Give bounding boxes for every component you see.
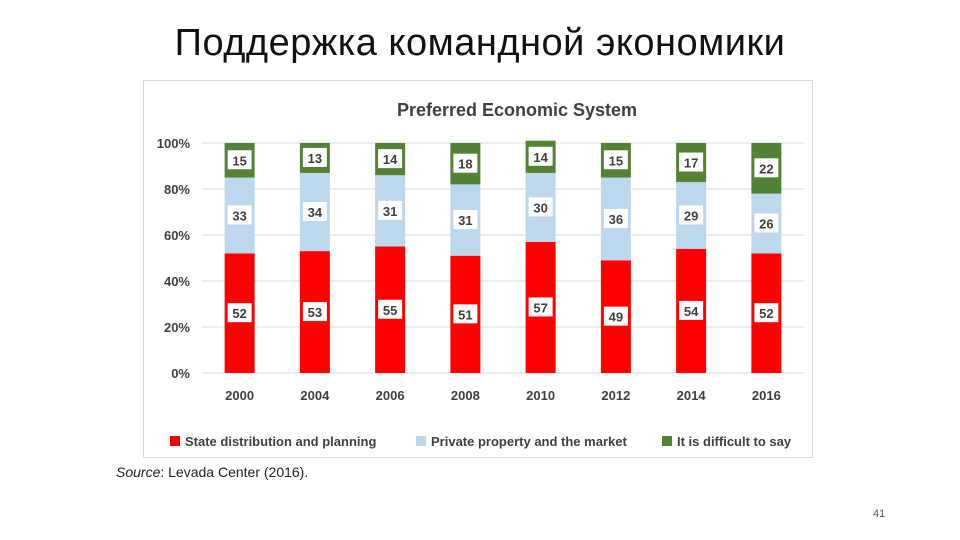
data-label-box [378, 299, 403, 319]
data-label-box [302, 202, 327, 221]
data-label-box [679, 300, 704, 320]
chart-title: Preferred Economic System [397, 100, 637, 120]
slide-title: Поддержка командной экономики [174, 22, 786, 64]
data-label: 15 [232, 153, 246, 168]
data-label: 14 [533, 150, 548, 165]
data-label-box [679, 152, 704, 172]
data-label-box [603, 150, 628, 170]
data-label: 49 [609, 310, 623, 325]
data-label-box [453, 304, 478, 324]
data-label-box [227, 205, 252, 225]
data-label-box [453, 153, 478, 173]
source-text: : Levada Center (2016). [160, 464, 309, 480]
data-label-box [302, 302, 327, 322]
data-label: 30 [533, 200, 547, 215]
x-tick-label: 2004 [300, 388, 330, 403]
data-label: 31 [383, 204, 397, 219]
y-tick-label: 60% [164, 228, 190, 243]
page-number: 41 [873, 508, 886, 520]
y-axis: 0% 20% 40% 60% 80% 100% [157, 136, 191, 381]
legend-label: Private property and the market [431, 434, 627, 449]
data-label-box [754, 303, 779, 323]
x-tick-label: 2014 [677, 388, 707, 403]
data-label: 14 [383, 152, 398, 167]
x-tick-label: 2006 [376, 388, 405, 403]
data-label: 54 [684, 304, 699, 319]
y-tick-label: 40% [164, 274, 190, 289]
data-label: 53 [308, 305, 322, 320]
data-label-box [679, 205, 704, 225]
legend: State distribution and planning Private p… [170, 434, 792, 449]
y-tick-label: 80% [164, 182, 190, 197]
data-label: 51 [458, 307, 472, 322]
data-label-box [227, 303, 252, 323]
x-tick-label: 2010 [526, 388, 555, 403]
legend-swatch [170, 436, 180, 446]
data-label-box [453, 210, 478, 230]
gridlines [202, 142, 804, 374]
data-label: 22 [759, 161, 773, 176]
data-label: 55 [383, 303, 397, 318]
x-tick-label: 2008 [451, 388, 480, 403]
legend-swatch [662, 436, 672, 446]
data-label-box [754, 213, 779, 233]
data-label-box [302, 147, 327, 167]
data-label: 36 [609, 212, 623, 227]
data-label-box [528, 197, 553, 217]
legend-label: It is difficult to say [677, 434, 792, 449]
data-label: 31 [458, 213, 472, 228]
source-note: Source: Levada Center (2016). [116, 464, 308, 480]
y-tick-label: 100% [157, 136, 191, 151]
chart-frame: Preferred Economic System 0% 20% 40% 60% 80%… [143, 80, 813, 458]
data-label: 57 [533, 300, 547, 315]
data-label: 18 [458, 157, 472, 172]
data-label: 26 [759, 217, 773, 232]
stacked-bar-chart: Preferred Economic System 0% 20% 40% 60% 80%… [157, 100, 804, 449]
data-label: 17 [684, 156, 698, 171]
data-labels: 52 33 15 53 34 13 55 31 14 51 31 18 57 30 14 49 36 15 54 29… [227, 146, 779, 326]
x-tick-label: 2012 [601, 388, 630, 403]
data-label-box [754, 158, 779, 178]
y-tick-label: 0% [171, 366, 190, 381]
data-label-box [227, 150, 252, 170]
x-tick-label: 2000 [225, 388, 254, 403]
data-label: 33 [232, 208, 246, 223]
data-label: 29 [684, 208, 698, 223]
data-label: 34 [308, 205, 323, 220]
data-label-box [378, 200, 403, 220]
data-label: 52 [759, 306, 773, 321]
data-label-box [528, 146, 553, 166]
data-label-box [603, 306, 628, 326]
data-label-box [378, 149, 403, 169]
x-axis: 2000 2004 2006 2008 2010 2012 2014 2016 [225, 388, 781, 403]
data-label-box [528, 297, 553, 317]
legend-swatch [416, 436, 426, 446]
data-label: 52 [232, 306, 246, 321]
source-label: Source [116, 464, 161, 480]
data-label-box [603, 208, 628, 228]
data-label: 15 [609, 153, 623, 168]
y-tick-label: 20% [164, 320, 190, 335]
data-label: 13 [308, 151, 322, 166]
legend-label: State distribution and planning [185, 434, 376, 449]
bars [224, 140, 782, 373]
x-tick-label: 2016 [752, 388, 781, 403]
